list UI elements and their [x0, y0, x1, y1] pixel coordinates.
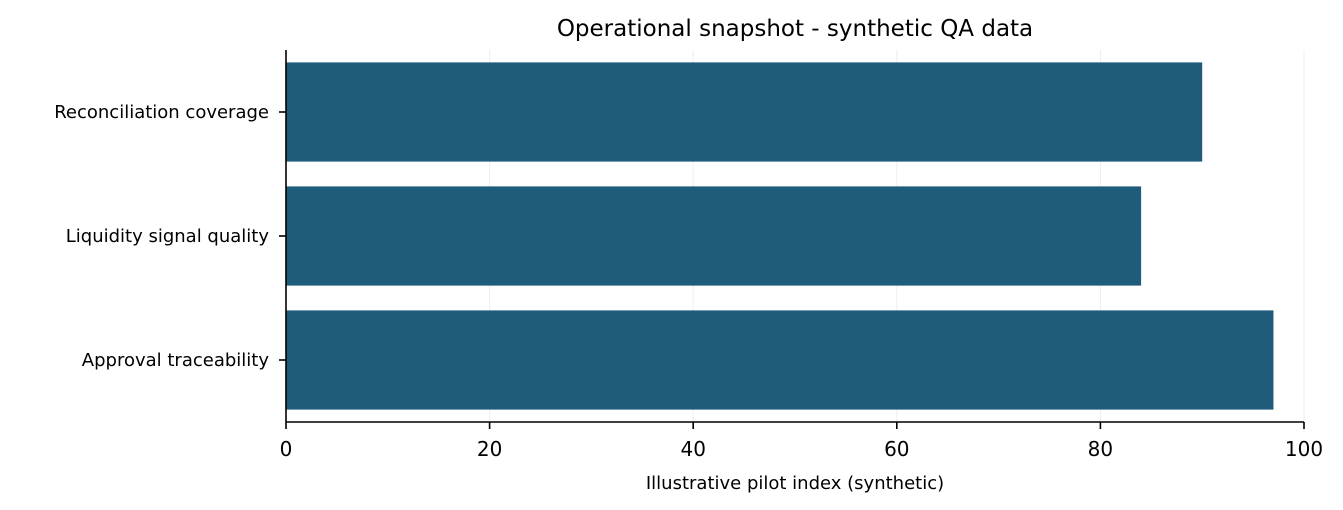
y-tick-label-approval-traceability: Approval traceability — [82, 350, 270, 371]
x-tick-label-20: 20 — [477, 437, 502, 461]
chart-title: Operational snapshot - synthetic QA data — [557, 16, 1033, 42]
x-tick-label-100: 100 — [1285, 437, 1323, 461]
bar-approval-traceability — [286, 310, 1274, 410]
y-tick-label-liquidity-signal-quality: Liquidity signal quality — [66, 226, 270, 247]
x-tick-label-80: 80 — [1088, 437, 1113, 461]
bar-liquidity-signal-quality — [286, 186, 1142, 286]
y-tick-label-reconciliation-coverage: Reconciliation coverage — [54, 102, 269, 123]
x-axis-label: Illustrative pilot index (synthetic) — [646, 473, 944, 494]
x-tick-label-40: 40 — [680, 437, 705, 461]
x-tick-label-0: 0 — [280, 437, 293, 461]
bars — [286, 62, 1274, 410]
ticks: 0 20 40 60 80 100 Reconciliation coverage Liqui… — [54, 102, 1323, 461]
x-tick-label-60: 60 — [884, 437, 909, 461]
bar-reconciliation-coverage — [286, 62, 1203, 162]
